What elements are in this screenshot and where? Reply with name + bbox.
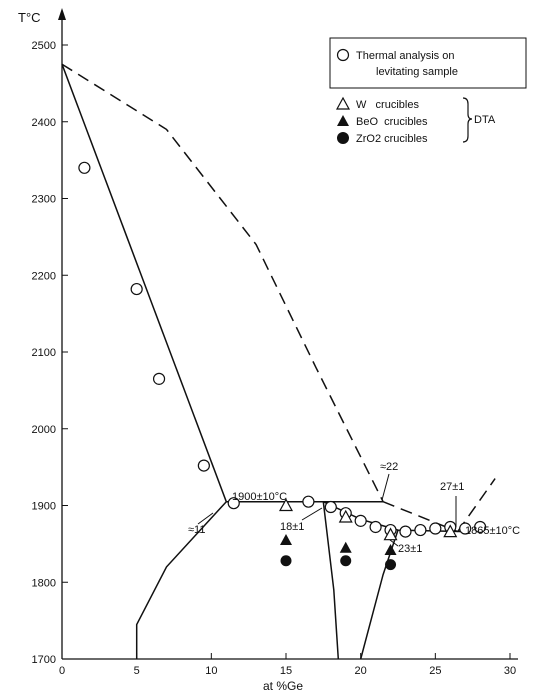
y-tick-label: 2400	[32, 117, 56, 129]
x-tick-label: 0	[59, 665, 65, 677]
phase-boundary-lines	[61, 63, 496, 660]
annotation-1900: 1900±10°C	[232, 491, 287, 503]
open-triangle-point	[278, 498, 294, 512]
open-circle-point	[78, 161, 91, 174]
legend-circle-label-2: levitating sample	[376, 66, 458, 78]
y-tick-label: 2300	[32, 194, 56, 206]
legend-w-label: W crucibles	[356, 99, 419, 111]
annotation-pointers	[197, 473, 457, 547]
open-circle-point	[227, 497, 240, 510]
open-circle-point	[399, 525, 412, 538]
open-circle-point	[152, 372, 166, 385]
filled-circle-point	[280, 555, 292, 567]
x-tick-label: 30	[504, 665, 516, 677]
annotation-18: 18±1	[280, 521, 304, 533]
x-tick-label: 25	[429, 665, 441, 677]
legend-open-circle-icon	[336, 48, 350, 62]
y-tick-label: 2000	[32, 424, 56, 436]
annotation-approx22: ≈22	[380, 461, 398, 473]
solid-boundary-line	[322, 501, 340, 660]
y-tick-label: 1700	[32, 654, 56, 666]
open-circle-point	[197, 459, 210, 472]
data-markers	[78, 161, 487, 571]
open-circle-point	[302, 495, 315, 508]
filled-circle-point	[340, 555, 352, 567]
y-tick-label: 2100	[32, 347, 56, 359]
open-circle-point	[429, 522, 442, 535]
open-triangle-point	[443, 524, 458, 538]
filled-circle-point	[385, 559, 397, 571]
annotation-approx11: ≈11	[188, 524, 205, 536]
legend-box	[329, 37, 527, 89]
legend-filled-triangle-icon	[337, 115, 349, 126]
open-circle-point	[414, 523, 427, 537]
y-tick-label: 1800	[32, 577, 56, 589]
dashed-boundary-line	[61, 63, 384, 503]
open-circle-point	[369, 520, 382, 534]
y-tick-label: 2200	[32, 270, 56, 282]
axes: 1700 1800 1900 2000 2100 2200 2300 2400 2500 0 5 10…	[32, 8, 518, 677]
legend-filled-circle-icon	[337, 132, 349, 144]
legend-zro2-label: ZrO2 crucibles	[356, 133, 428, 145]
legend-open-triangle-icon	[335, 96, 351, 110]
annotation-1865: 1865±10°C	[465, 525, 520, 537]
open-circle-point	[474, 520, 487, 534]
open-triangle-point	[338, 509, 353, 523]
y-axis-label: T°C	[18, 10, 41, 25]
x-axis-label: at %Ge	[263, 679, 303, 693]
legend-beo-label: BeO crucibles	[356, 116, 428, 128]
filled-triangle-point	[339, 541, 352, 553]
annotation-27: 27±1	[440, 481, 464, 493]
open-circle-point	[324, 500, 337, 514]
solid-boundary-line	[135, 501, 227, 659]
filled-triangle-point	[280, 534, 292, 546]
open-triangle-point	[383, 527, 398, 541]
x-tick-label: 20	[355, 665, 367, 677]
y-axis-arrow-icon	[58, 8, 66, 20]
y-tick-label: 2500	[32, 40, 56, 52]
legend: Thermal analysis on levitating sample W …	[329, 37, 527, 145]
x-tick-label: 5	[134, 665, 140, 677]
x-tick-label: 15	[280, 665, 292, 677]
filled-triangle-point	[384, 544, 397, 556]
solid-boundary-line	[359, 529, 399, 660]
open-circle-point	[354, 514, 367, 527]
x-tick-label: 10	[205, 665, 217, 677]
y-tick-label: 1900	[32, 501, 56, 513]
legend-brace	[462, 97, 473, 143]
legend-dta-label: DTA	[474, 114, 496, 126]
annotation-23: 23±1	[398, 543, 422, 555]
open-circle-point	[130, 282, 143, 296]
legend-circle-label-1: Thermal analysis on	[356, 50, 454, 62]
solid-boundary-line	[61, 63, 228, 502]
open-circle-point	[459, 522, 472, 535]
